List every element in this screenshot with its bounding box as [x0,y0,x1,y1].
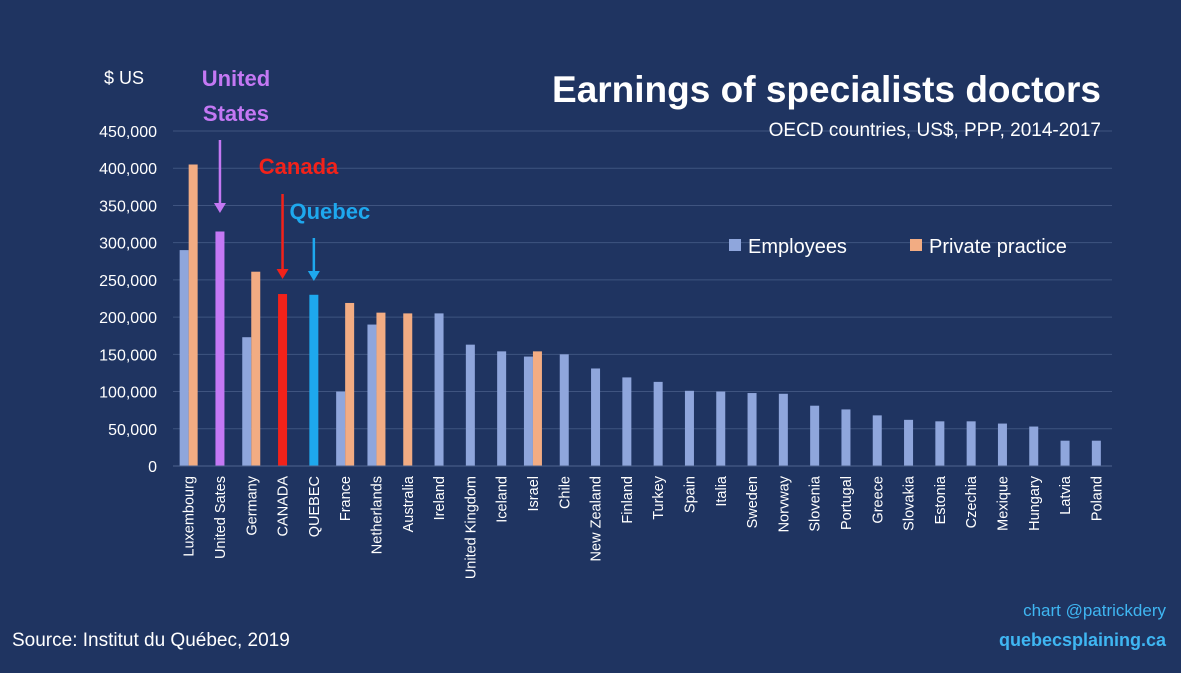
bar-employees-latvia [1060,440,1070,466]
chart-title: Earnings of specialists doctors [552,69,1101,110]
bar-employees-portugal [841,409,851,466]
x-tick-label: Portugal [839,476,855,530]
bar-employees-new-zealand [591,368,601,466]
annotation-label: Quebec [289,199,370,224]
x-tick-label: CANADA [276,476,292,537]
legend-swatch-employees [729,239,741,251]
bar-employees-mexique [997,423,1007,466]
x-tick-label: Slovakia [902,475,918,531]
gridlines [173,130,1112,430]
bar-employees-netherlands [367,324,377,466]
y-tick-label: 0 [148,459,157,476]
y-tick-label: 250,000 [99,273,157,290]
annotations: United States Canada Quebec [202,66,370,281]
chart-subtitle: OECD countries, US$, PPP, 2014-2017 [769,120,1101,141]
x-tick-label: New Zealand [589,476,605,561]
bar-employees-turkey [653,381,663,466]
bar-employees-slovenia [810,405,820,466]
bar-private-netherlands [376,312,386,466]
bar-united-sates [215,231,225,466]
x-tick-label: United Kingdom [463,476,479,579]
x-tick-label: Czechia [964,475,980,528]
annotation-arrow-head [276,269,289,279]
x-tick-label: Norvway [776,475,792,532]
bar-employees-greece [872,415,882,466]
bar-employees-slovakia [904,419,914,466]
x-tick-label: Israel [526,476,542,511]
x-tick-label: Luxembourg [182,476,198,557]
x-tick-label: Mexique [995,476,1011,531]
bar-employees-sweden [747,393,757,466]
x-tick-label: France [338,476,354,521]
bar-employees-germany [242,337,252,466]
bar-employees-chile [559,354,569,466]
bar-employees-france [336,391,346,466]
bar-quebec [309,294,319,466]
x-tick-label: Spain [682,476,698,513]
bar-private-luxembourg [188,164,198,466]
bar-employees-united-kingdom [465,344,475,466]
credit-site: quebecsplaining.ca [999,630,1167,650]
legend-swatch-private [910,239,922,251]
annotation-arrow-head [307,271,320,281]
bar-employees-israel [523,356,533,466]
bar-private-germany [251,271,261,466]
y-axis-label: $ US [104,68,144,88]
bar-employees-finland [622,377,632,466]
y-tick-label: 150,000 [99,347,157,364]
bar-private-israel [532,351,542,466]
annotation-label: Canada [259,154,339,179]
x-tick-label: Netherlands [369,476,385,554]
bar-private-australia [403,313,413,466]
source-note: Source: Institut du Québec, 2019 [12,630,290,651]
bar-employees-ireland [434,313,444,466]
x-tick-label: Estonia [933,475,949,524]
annotation-arrow-head [213,203,226,213]
bar-employees-poland [1091,440,1101,466]
x-axis-labels: Luxembourg United Sates Germany CANADA QUEBE… [182,475,1106,579]
annotation-label: United [202,66,270,91]
y-tick-label: 350,000 [99,198,157,215]
x-tick-label: Iceland [495,476,511,523]
x-tick-label: United Sates [213,476,229,559]
bar-employees-norvway [778,393,788,466]
legend: Employees Private practice [729,236,1067,258]
x-tick-label: Germany [244,475,260,535]
x-tick-label: Finland [620,476,636,524]
x-tick-label: Poland [1089,476,1105,521]
x-tick-label: Greece [870,476,886,524]
legend-label-private: Private practice [929,236,1067,258]
bar-employees-estonia [935,421,945,466]
bar-employees-czechia [966,421,976,466]
bars [179,164,1101,466]
bar-private-france [345,302,355,466]
y-tick-label: 100,000 [99,385,157,402]
bar-canada [278,294,288,466]
x-tick-label: Hungary [1027,475,1043,531]
y-tick-label: 300,000 [99,236,157,253]
x-tick-label: Latvia [1058,475,1074,515]
y-tick-label: 400,000 [99,161,157,178]
x-tick-label: Turkey [651,475,667,520]
x-tick-label: Chile [557,476,573,509]
legend-label-employees: Employees [748,236,847,258]
x-tick-label: QUEBEC [307,476,323,537]
x-tick-label: Australia [401,475,417,532]
bar-employees-spain [684,390,694,466]
y-tick-label: 50,000 [108,422,157,439]
bar-employees-iceland [497,351,507,466]
bar-employees-italia [716,391,726,466]
y-tick-label: 450,000 [99,124,157,141]
x-tick-label: Ireland [432,476,448,520]
x-tick-label: Italia [714,475,730,507]
y-axis-ticks: 0 50,000 100,000 150,000 200,000 250,000 300,0… [99,124,157,476]
bar-employees-hungary [1029,426,1039,466]
y-tick-label: 200,000 [99,310,157,327]
annotation-label: States [203,101,269,126]
x-tick-label: Sweden [745,476,761,528]
bar-employees-luxembourg [179,250,189,466]
x-tick-label: Slovenia [808,475,824,532]
credit-author: chart @patrickdery [1023,601,1166,620]
